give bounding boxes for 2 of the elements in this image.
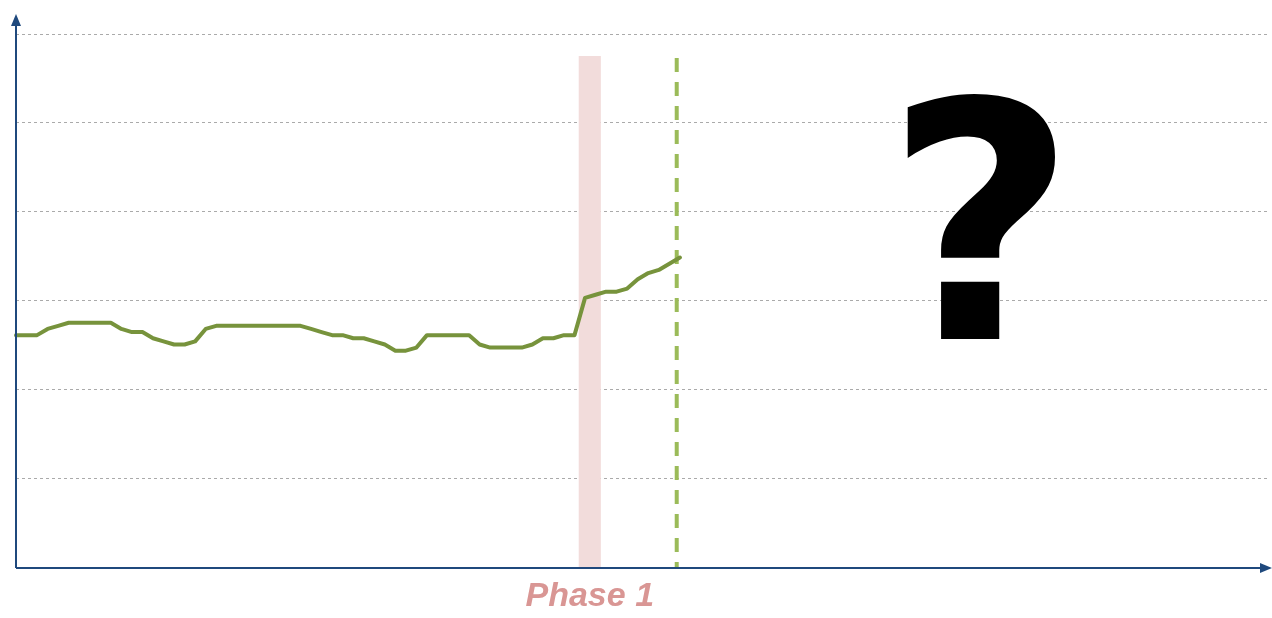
text: Phase 1 <box>525 575 655 614</box>
annotation: ? <box>885 33 1077 417</box>
